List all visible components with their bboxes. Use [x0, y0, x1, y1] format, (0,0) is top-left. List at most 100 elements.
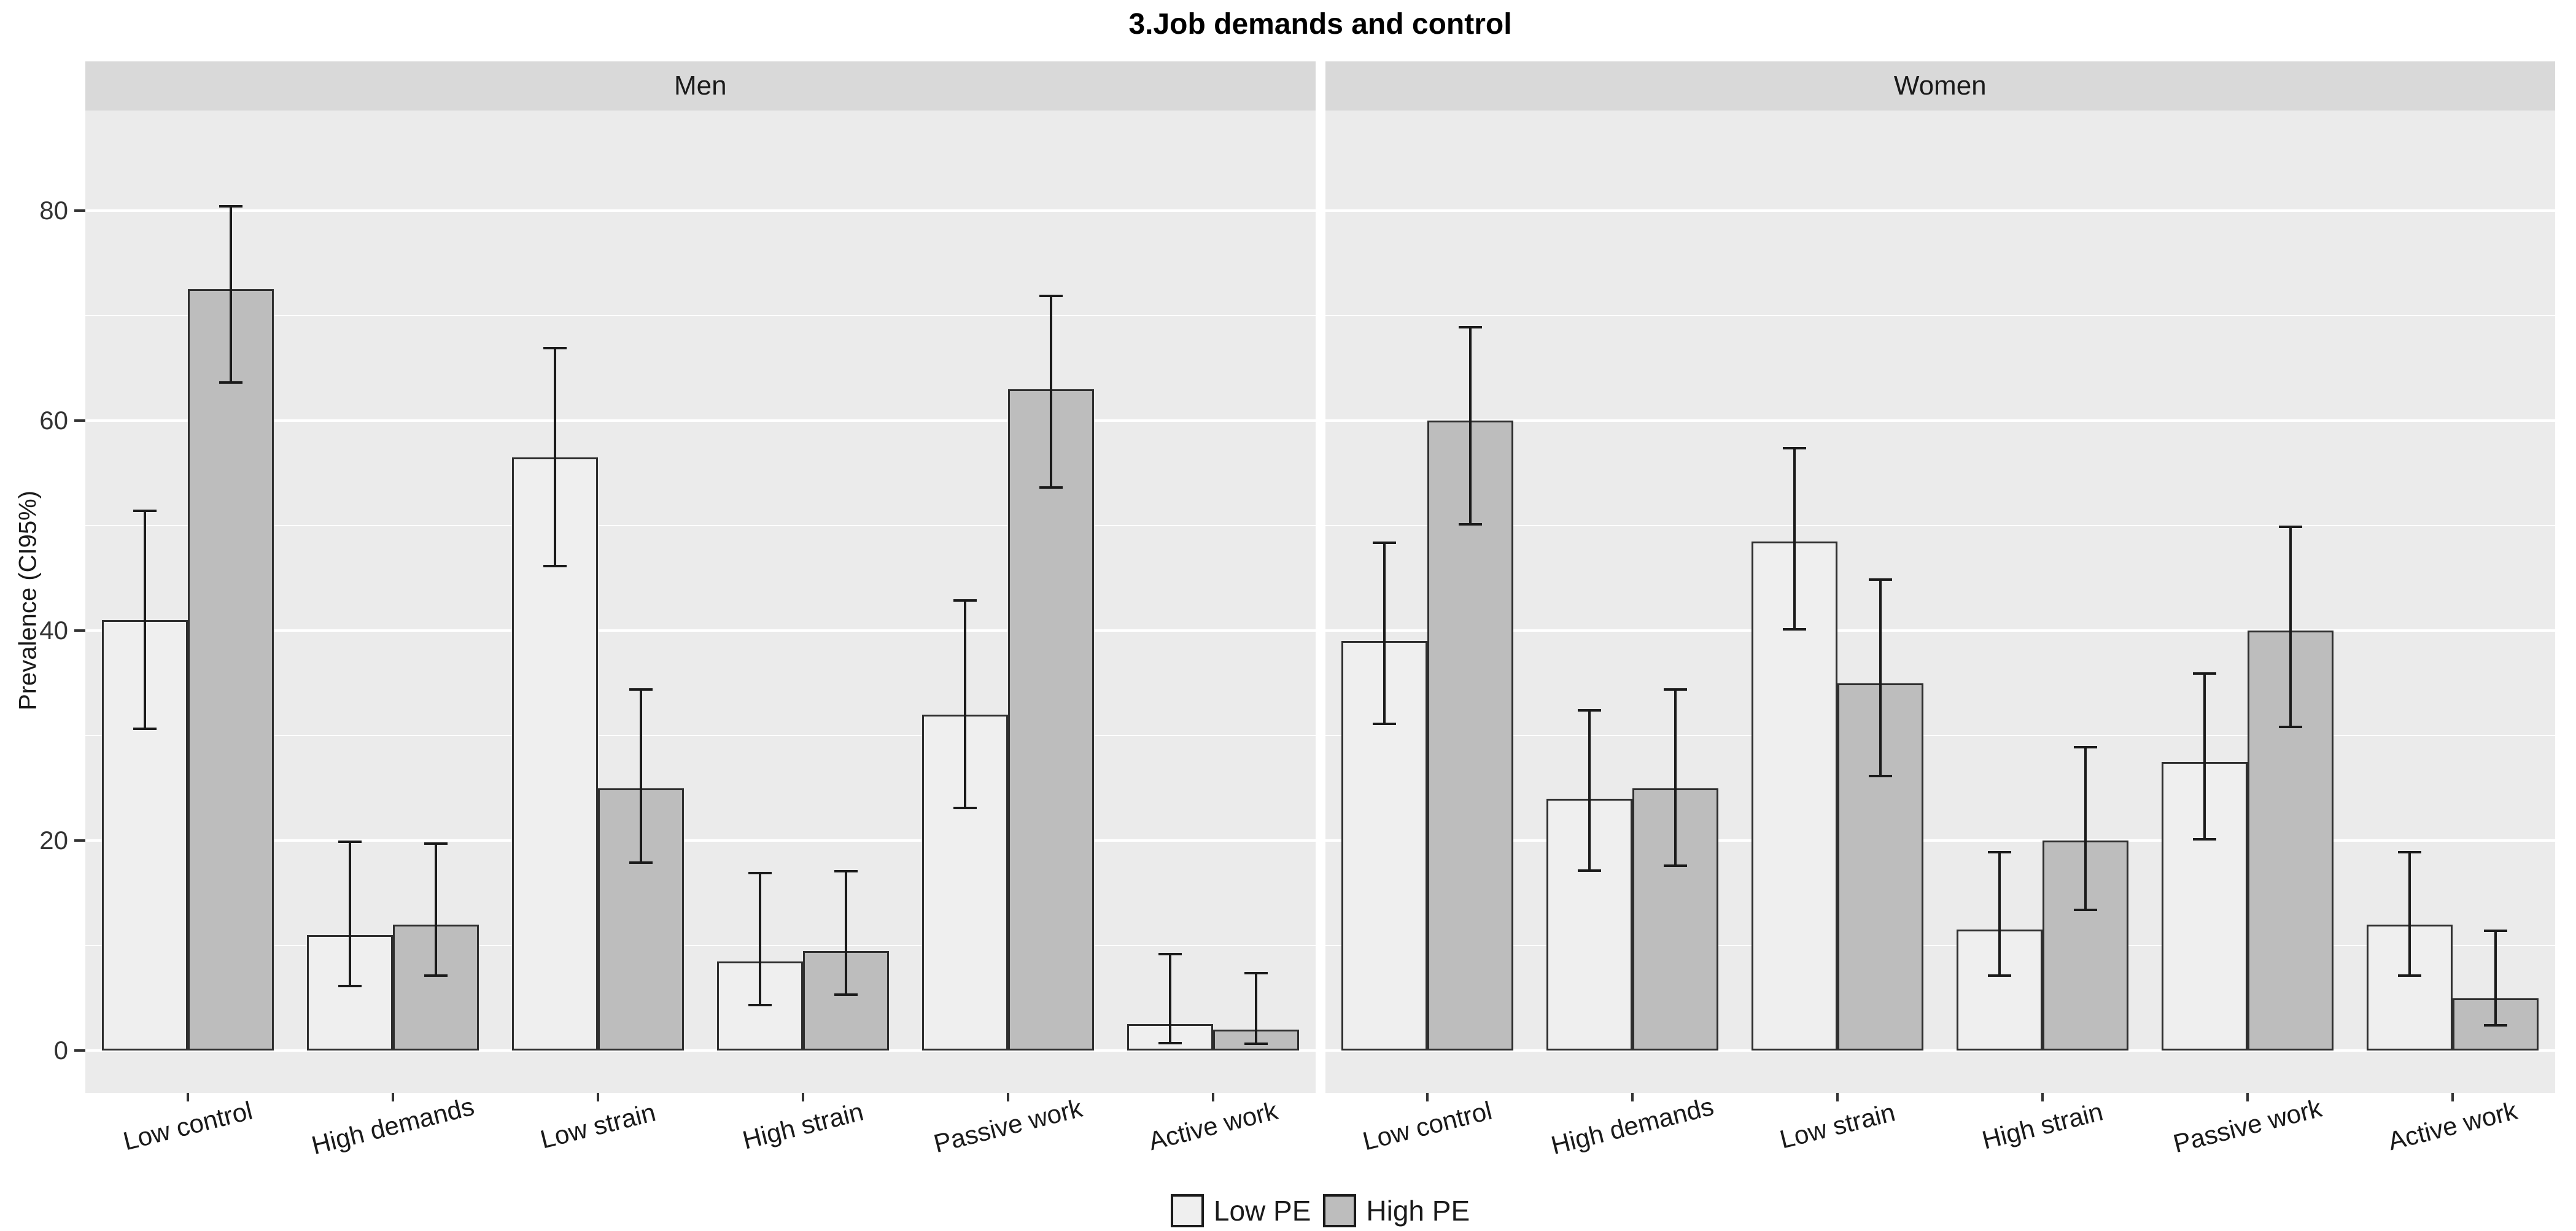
bars-layer [85, 111, 1316, 1050]
bar-group-low-strain [495, 111, 700, 1050]
gridline-minor [1325, 945, 2555, 946]
gridline-major [85, 209, 1316, 212]
y-tick-label: 80 [39, 196, 68, 225]
y-axis-title: Prevalence (CI95%) [14, 491, 42, 710]
error-bar [1879, 578, 1882, 778]
y-tick-label: 40 [39, 616, 68, 645]
error-bar [844, 869, 847, 996]
x-tick [1836, 1093, 1839, 1101]
y-tick-label: 60 [39, 406, 68, 435]
bar-low-pe [101, 111, 188, 1050]
bar-high-pe [187, 111, 274, 1050]
error-bar-cap-bottom [834, 993, 858, 996]
legend: Low PE High PE [85, 1194, 2555, 1227]
bar-low-pe [921, 111, 1008, 1050]
x-tick [1006, 1093, 1009, 1101]
error-bar-cap-bottom [2484, 1023, 2508, 1027]
error-bar-cap-top [543, 347, 567, 350]
error-bar [553, 347, 556, 568]
x-tick [2246, 1093, 2249, 1101]
x-tick [1631, 1093, 1634, 1101]
error-bar-cap-top [834, 869, 858, 872]
y-tick-mark [74, 419, 85, 422]
bar-low-pe [1127, 111, 1213, 1050]
bar-high-pe [1427, 111, 1514, 1050]
legend-swatch-low-pe [1170, 1194, 1204, 1227]
error-bar-cap-bottom [748, 1004, 772, 1007]
bar-group-passive-work [906, 111, 1111, 1050]
x-axis-label: Low control [1360, 1095, 1496, 1156]
bar-group-passive-work [2145, 111, 2350, 1050]
bar-high-pe [802, 111, 889, 1050]
error-bar [348, 841, 351, 988]
gridline-minor [1325, 735, 2555, 736]
error-bar-cap-bottom [2074, 908, 2098, 911]
x-tick [391, 1093, 394, 1101]
bar-low-pe [1752, 111, 1838, 1050]
y-tick-mark [74, 1049, 85, 1052]
gridline-major [1325, 629, 2555, 632]
x-axis-label: Low strain [537, 1097, 659, 1154]
error-bar-cap-top [953, 599, 977, 602]
gridline-major [1325, 209, 2555, 212]
error-bar-cap-top [2279, 526, 2303, 528]
error-bar [229, 205, 232, 384]
x-axis-label: Passive work [930, 1093, 1085, 1159]
bar-high-pe [597, 111, 684, 1050]
error-bar-cap-top [1578, 709, 1602, 712]
x-axis-label: High demands [308, 1091, 477, 1160]
bar-group-active-work [2350, 111, 2555, 1050]
x-axis-label: Active work [2385, 1095, 2520, 1156]
error-bar-cap-bottom [1783, 628, 1807, 631]
gridline-major [85, 839, 1316, 842]
error-bar-cap-bottom [424, 974, 448, 977]
error-bar-cap-top [2074, 746, 2098, 749]
error-bar [1793, 446, 1796, 631]
gridline-major [1325, 839, 2555, 842]
legend-item-high-pe: High PE [1323, 1194, 1470, 1227]
gridline-major [85, 1049, 1316, 1052]
bar-high-pe [1837, 111, 1924, 1050]
bar-rect [1007, 389, 1094, 1050]
x-axis-label: Low control [120, 1095, 255, 1156]
error-bar [1254, 971, 1257, 1046]
error-bar-cap-bottom [953, 806, 977, 809]
facet-panels: Men Low control High demands Low strain Hig… [85, 61, 2556, 1160]
bar-rect [2248, 631, 2334, 1050]
y-tick-mark [74, 629, 85, 632]
error-bar-cap-top [1783, 446, 1807, 449]
error-bar [1674, 688, 1677, 867]
bar-low-pe [306, 111, 393, 1050]
error-bar-cap-top [2398, 851, 2422, 854]
error-bar-cap-bottom [1664, 864, 1688, 867]
x-tick [186, 1093, 189, 1101]
x-axis-label: Low strain [1777, 1097, 1898, 1154]
error-bar [1383, 541, 1386, 725]
x-tick [1426, 1093, 1429, 1101]
error-bar-cap-top [1244, 971, 1268, 974]
legend-swatch-high-pe [1323, 1194, 1357, 1227]
error-bar [2408, 851, 2411, 977]
error-bar [434, 842, 437, 977]
error-bar [143, 510, 146, 731]
x-axis-label: Passive work [2170, 1093, 2325, 1159]
error-bar [758, 872, 761, 1007]
bar-rect [511, 457, 598, 1050]
error-bar [1469, 326, 1472, 526]
plot-area-men [85, 111, 1316, 1093]
error-bar-cap-bottom [2398, 974, 2422, 977]
error-bar-cap-bottom [1578, 869, 1602, 872]
error-bar-cap-top [424, 842, 448, 845]
bar-low-pe [2162, 111, 2248, 1050]
error-bar-cap-bottom [1158, 1041, 1182, 1044]
bar-high-pe [392, 111, 479, 1050]
gridline-minor [85, 315, 1316, 316]
panel-men: Men Low control High demands Low strain Hig… [85, 61, 1316, 1160]
facet-strip-men: Men [85, 61, 1316, 111]
error-bar-cap-top [1373, 541, 1397, 544]
error-bar-cap-bottom [219, 381, 242, 384]
bar-low-pe [2367, 111, 2453, 1050]
bar-group-high-demands [1530, 111, 1735, 1050]
bars-layer [1325, 111, 2556, 1050]
bar-high-pe [1212, 111, 1299, 1050]
